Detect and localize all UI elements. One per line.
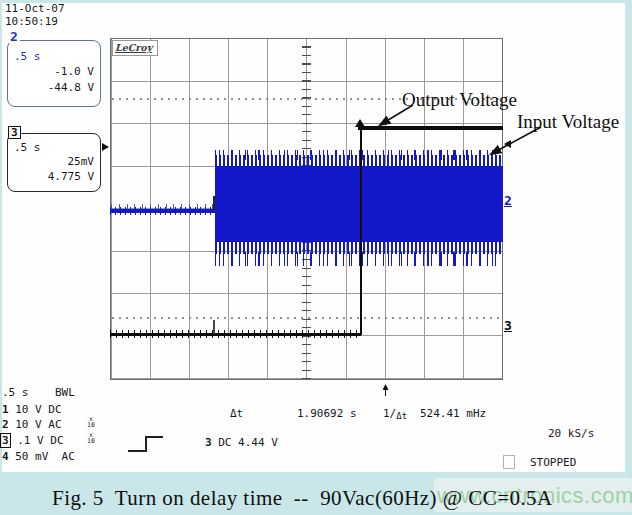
output-voltage-label: Output Voltage xyxy=(402,89,517,111)
trigger-settings: DC 4.44 V xyxy=(212,436,278,449)
trigger-readout: 3 DC 4.44 V xyxy=(205,436,278,449)
delta-t-label: Δt xyxy=(230,407,243,420)
trace-input-band xyxy=(215,166,503,242)
ch4-settings: 50 mV AC xyxy=(9,450,75,463)
inverse-delta-t-label: 1/Δt xyxy=(383,407,407,421)
ch2-readout: 2 10 V ACx10 xyxy=(2,418,62,431)
trace-output-baseline xyxy=(110,333,361,336)
ch3-timebase: .5 s xyxy=(14,141,41,154)
trace-input-baseline xyxy=(110,209,216,213)
trace-input-band-bottom-teeth xyxy=(215,252,503,266)
time-text: 10:50:19 xyxy=(5,15,58,28)
figure-caption: Fig. 5 Turn on delay time -- 90Vac(60Hz)… xyxy=(52,486,553,511)
ch3-level: 4.775 V xyxy=(48,170,94,183)
trigger-channel: 3 xyxy=(205,436,212,449)
ch3-scale: 25mV xyxy=(68,155,95,168)
ch3-box-label: 3 xyxy=(8,126,21,139)
page: 11-Oct-0710:50:19 .5 s -1.0 V -44.8 V 2 … xyxy=(0,0,632,515)
ch3-number: 3 xyxy=(0,433,11,448)
trace-output-high-level xyxy=(358,126,503,130)
ch2-offset: -1.0 V xyxy=(54,65,94,78)
trigger-level-marker-left[interactable] xyxy=(102,143,109,151)
channel3-info-box[interactable]: .5 s 25mV 4.775 V xyxy=(7,133,101,192)
timebase-readout: .5 s BWL xyxy=(2,386,75,399)
datetime: 11-Oct-0710:50:19 xyxy=(5,2,65,28)
ch2-box-label: 2 xyxy=(8,30,20,43)
ch2-number: 2 xyxy=(2,418,9,431)
trace-ch4-spike xyxy=(213,320,215,334)
sample-rate: 20 kS/s xyxy=(548,427,594,440)
cursor-marker xyxy=(355,119,365,127)
stop-icon xyxy=(503,455,515,469)
channel2-info-box[interactable]: .5 s -1.0 V -44.8 V xyxy=(7,40,101,107)
inverse-delta-t-value: 524.41 mHz xyxy=(420,407,486,420)
status-text: STOPPED xyxy=(530,456,576,469)
input-voltage-label: Input Voltage xyxy=(517,111,619,133)
ch3-readout: 3 .1 V DCx10 xyxy=(2,434,64,447)
ch1-readout: 1 10 V DC xyxy=(2,403,62,416)
ch3-trace-marker: 3 xyxy=(504,318,512,333)
ch2-settings: 10 V AC xyxy=(9,418,62,431)
delta-t-value: 1.90692 s xyxy=(297,407,357,420)
ch1-number: 1 xyxy=(2,403,9,416)
ch2-level: -44.8 V xyxy=(48,81,94,94)
ch2-timebase: .5 s xyxy=(14,50,41,63)
trace-ch4-dotted xyxy=(112,317,502,319)
ch3-probe-x10-icon: x10 xyxy=(87,433,95,444)
ch2-trace-marker: 2 xyxy=(504,193,512,208)
lecroy-logo: LeCroy xyxy=(112,40,158,56)
trigger-level-marker-right[interactable] xyxy=(504,140,511,148)
ch4-readout: 4 50 mV AC xyxy=(2,450,75,463)
trigger-slope-icon xyxy=(128,436,163,451)
ch4-number: 4 xyxy=(2,450,9,463)
ch1-settings: 10 V DC xyxy=(9,403,62,416)
date-text: 11-Oct-07 xyxy=(5,2,65,15)
trace-output-rising-edge xyxy=(360,128,362,335)
ch2-probe-x10-icon: x10 xyxy=(87,417,95,428)
ch3-settings: .1 V DC xyxy=(11,434,64,447)
